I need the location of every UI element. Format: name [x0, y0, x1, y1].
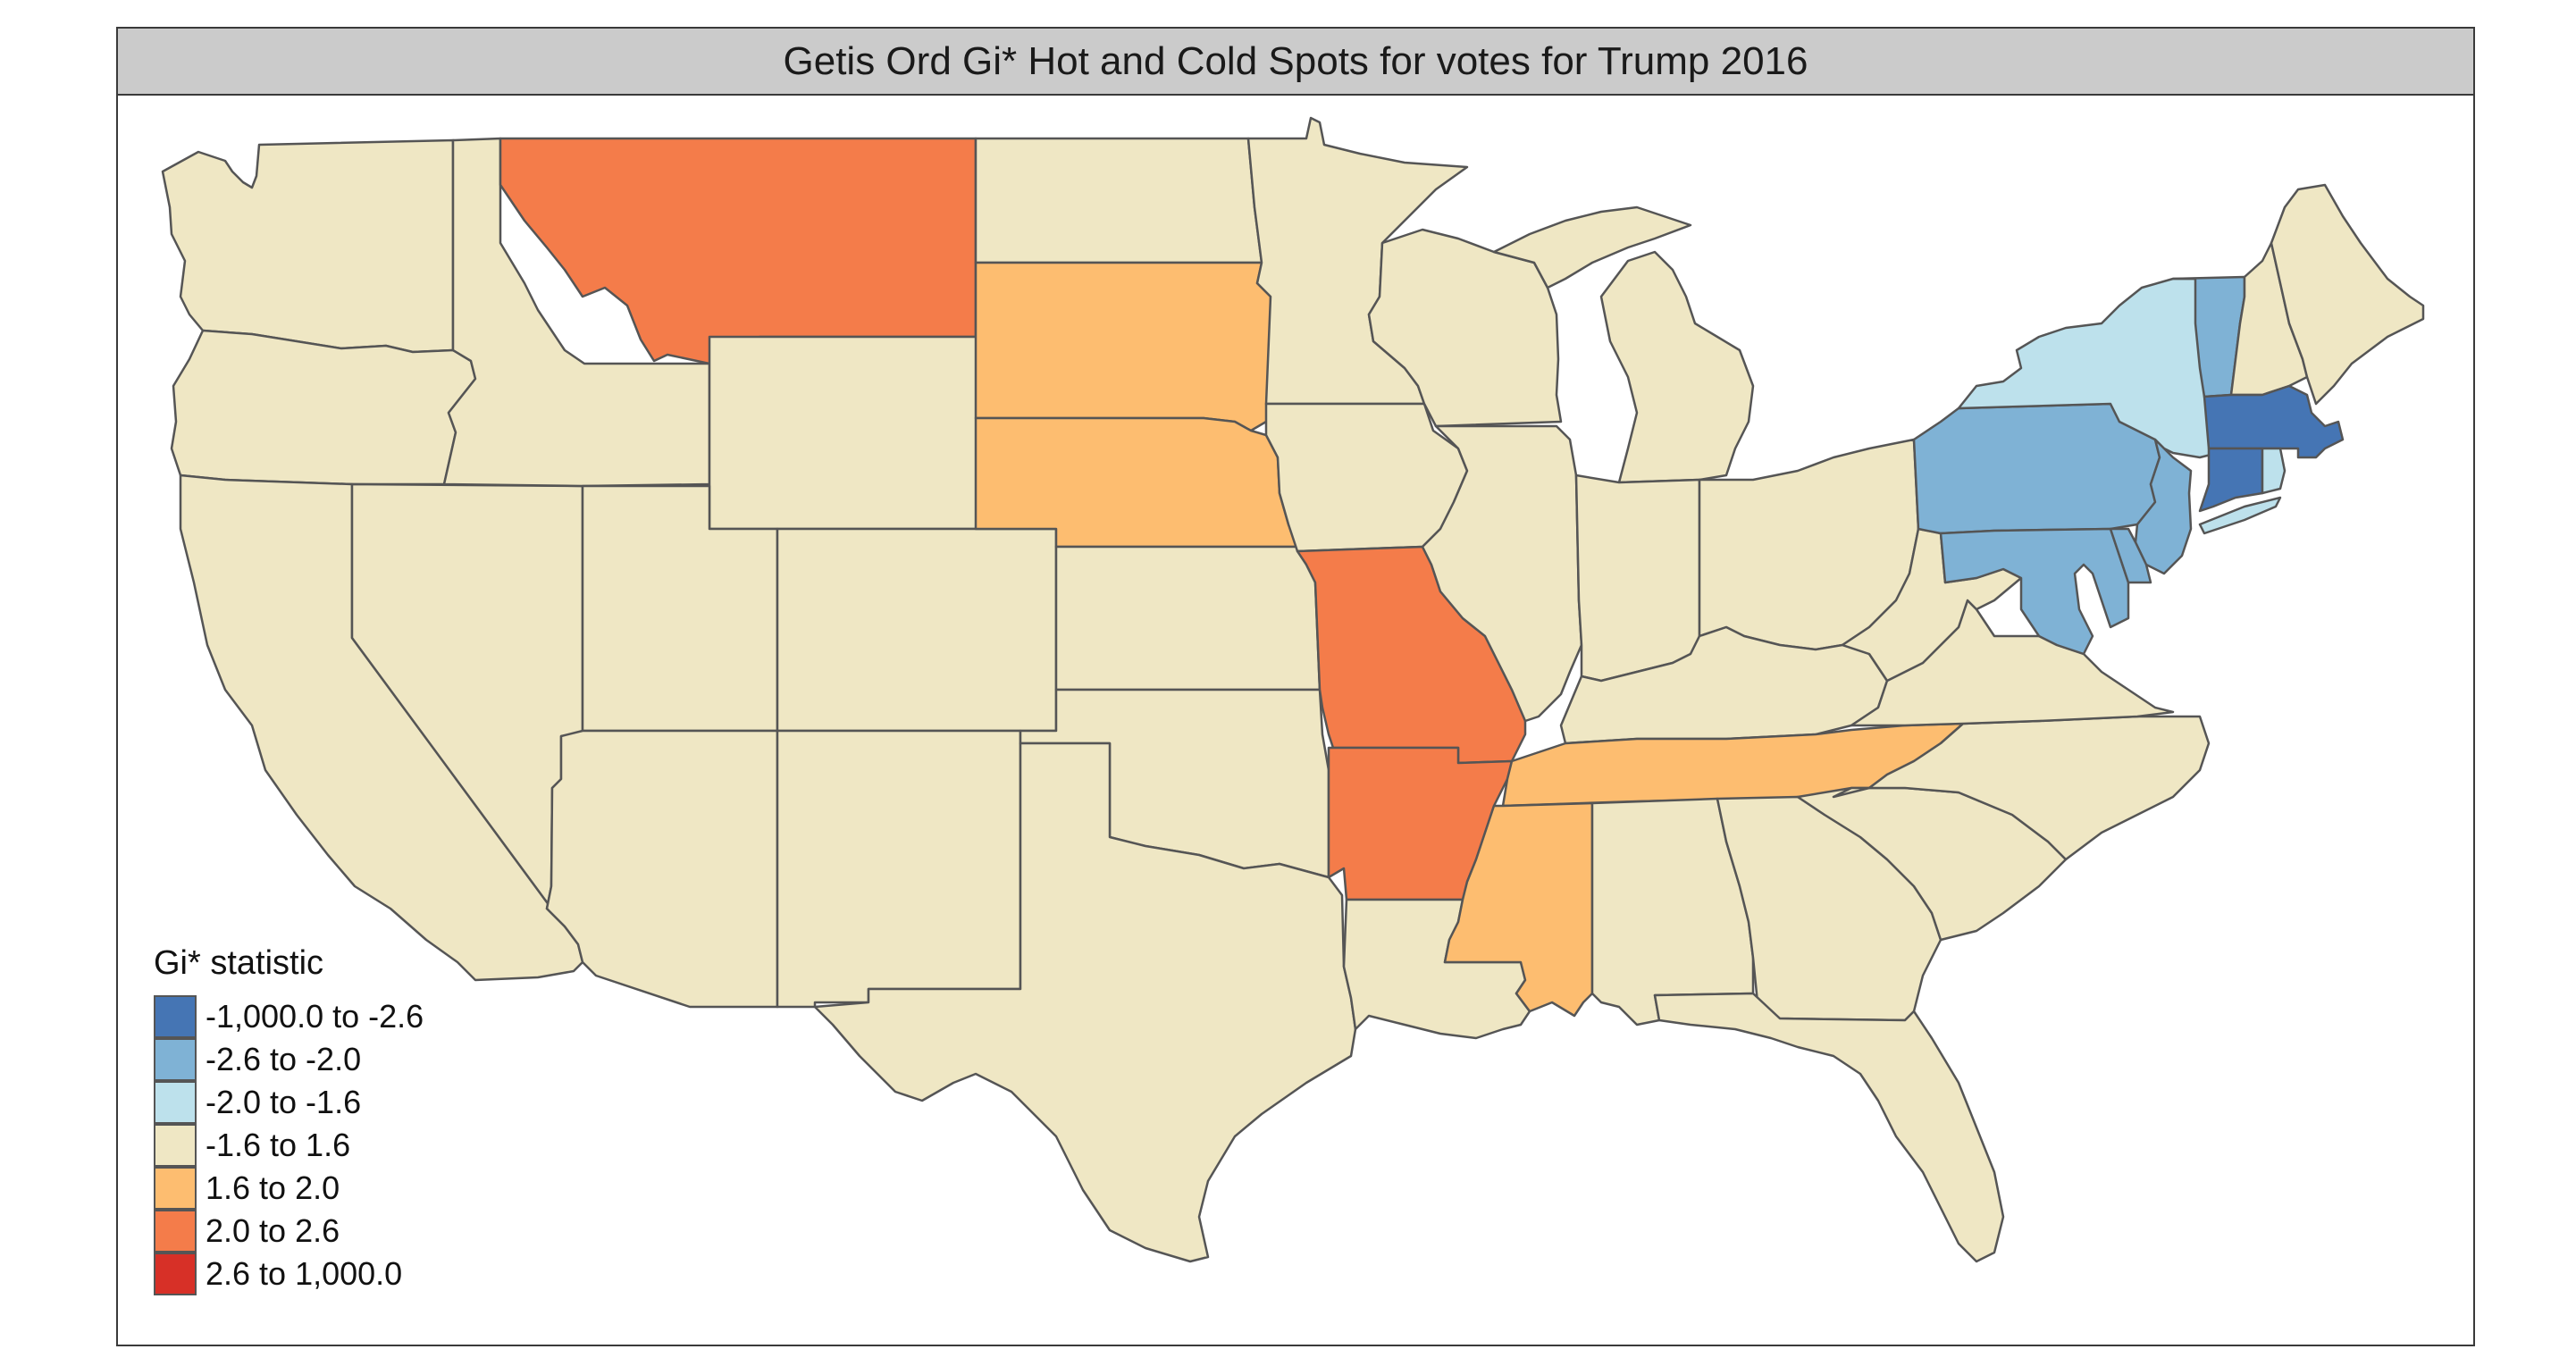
legend-swatch: [154, 1253, 197, 1295]
legend-swatch: [154, 1124, 197, 1167]
legend-label: 2.6 to 1,000.0: [206, 1255, 403, 1292]
state-arizona: [545, 729, 779, 1009]
state-michigan-upper: [1492, 205, 1692, 289]
state-wyoming: [708, 335, 979, 531]
state-north-dakota: [974, 137, 1263, 264]
legend-swatch: [154, 995, 197, 1038]
state-new-mexico: [776, 729, 1022, 1009]
legend: Gi* statistic -1,000.0 to -2.6 -2.6 to -…: [154, 944, 424, 1295]
legend-item: -1,000.0 to -2.6: [154, 995, 424, 1038]
legend-item: -1.6 to 1.6: [154, 1124, 424, 1167]
state-mississippi: [1443, 801, 1594, 1018]
state-long-island: [2198, 496, 2282, 535]
legend-swatch: [154, 1081, 197, 1124]
state-rhode-island: [2261, 447, 2287, 495]
legend-item: 1.6 to 2.0: [154, 1167, 424, 1210]
state-colorado: [776, 527, 1058, 733]
legend-item: -2.6 to -2.0: [154, 1038, 424, 1081]
map-title: Getis Ord Gi* Hot and Cold Spots for vot…: [783, 38, 1808, 83]
state-indiana: [1574, 473, 1701, 683]
state-nebraska: [974, 416, 1299, 549]
legend-label: -1.6 to 1.6: [206, 1127, 351, 1163]
state-north-carolina: [1832, 715, 2211, 861]
state-michigan-lower: [1599, 250, 1755, 484]
legend-swatch: [154, 1210, 197, 1253]
legend-swatch: [154, 1167, 197, 1210]
state-kansas: [1054, 545, 1322, 691]
us-state-map: [161, 116, 2425, 1263]
state-florida: [1653, 992, 2005, 1263]
state-maine: [2270, 183, 2425, 406]
legend-label: -2.0 to -1.6: [206, 1084, 362, 1120]
state-south-dakota: [974, 261, 1272, 432]
state-delaware: [2109, 527, 2152, 584]
legend-item: 2.0 to 2.6: [154, 1210, 424, 1253]
state-wisconsin: [1367, 228, 1563, 428]
state-oregon: [170, 329, 477, 486]
legend-swatch: [154, 1038, 197, 1081]
state-washington: [161, 138, 455, 354]
legend-item: -2.0 to -1.6: [154, 1081, 424, 1124]
state-montana: [499, 137, 978, 365]
legend-label: -1,000.0 to -2.6: [206, 998, 424, 1035]
legend-label: 2.0 to 2.6: [206, 1212, 340, 1249]
state-texas: [813, 742, 1357, 1263]
map-panel: Getis Ord Gi* Hot and Cold Spots for vot…: [116, 27, 2475, 1346]
legend-title: Gi* statistic: [154, 944, 324, 982]
legend-item: 2.6 to 1,000.0: [154, 1253, 424, 1295]
legend-label: -2.6 to -2.0: [206, 1041, 362, 1077]
legend-label: 1.6 to 2.0: [206, 1169, 340, 1206]
state-new-jersey: [2134, 438, 2193, 575]
state-connecticut: [2198, 447, 2264, 513]
title-bar: Getis Ord Gi* Hot and Cold Spots for vot…: [118, 29, 2473, 96]
